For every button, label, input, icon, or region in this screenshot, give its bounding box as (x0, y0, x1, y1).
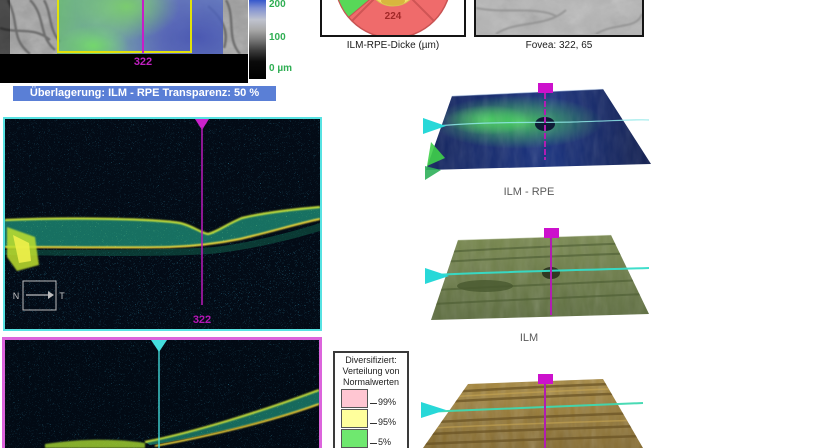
legend-label: 5% (378, 437, 392, 447)
slice-arrow-icon[interactable] (425, 268, 449, 284)
fovea-pit (535, 117, 555, 131)
etdrs-caption: ILM-RPE-Dicke (µm) (346, 40, 440, 51)
overlay-settings-banner[interactable]: Überlagerung: ILM - RPE Transparenz: 50 … (13, 86, 276, 101)
horizontal-slice-line (425, 119, 650, 128)
thickness-map-panel[interactable]: 322 (0, 0, 248, 83)
slice-handle[interactable] (544, 228, 559, 238)
scan-position-marker[interactable] (195, 119, 209, 305)
legend-tick (370, 403, 377, 404)
thickness-overlay (57, 0, 223, 54)
fovea-caption: Fovea: 322, 65 (525, 40, 593, 51)
legend-title-line1: Diversifiziert: (345, 355, 397, 365)
vertical-bscan-panel[interactable] (2, 337, 322, 448)
bscan-position-value: 322 (133, 56, 153, 68)
legend-entry: 99% (341, 388, 407, 408)
legend-title-line2: Verteilung von (342, 366, 400, 376)
bscan-position-line[interactable] (142, 0, 144, 53)
legend-swatch-pink (341, 389, 368, 408)
etdrs-sectors (337, 0, 449, 35)
ilm-rpe-surface-label: ILM - RPE (503, 186, 555, 198)
scan-region-outline (57, 0, 192, 53)
fovea-image[interactable] (474, 0, 644, 37)
legend-label: 99% (378, 397, 397, 407)
slice-arrow-icon[interactable] (423, 118, 446, 134)
legend-tick (370, 423, 377, 424)
thickness-color-scale (249, 0, 266, 79)
ilm-3d-surface[interactable] (425, 228, 680, 326)
orientation-indicator: N T (13, 280, 65, 311)
etdrs-inferior-value: 224 (385, 11, 402, 22)
legend-swatch-green (341, 429, 368, 448)
slice-handle[interactable] (538, 83, 553, 93)
bscan-position-label: 322 (193, 314, 211, 326)
etdrs-grid[interactable]: 224 (320, 0, 466, 37)
temporal-label: T (59, 291, 65, 301)
slice-handle[interactable] (538, 374, 553, 384)
scale-tick-200: 200 (269, 0, 286, 10)
ilm-surface-label: ILM (519, 332, 539, 344)
bscan-image (5, 340, 319, 448)
normative-legend: Diversifiziert: Verteilung von Normalwer… (333, 351, 409, 448)
scale-tick-100: 100 (269, 32, 286, 43)
horizontal-bscan-panel[interactable]: 322 N T (3, 117, 322, 331)
ilm-rpe-3d-surface[interactable] (423, 80, 685, 198)
scan-position-marker[interactable] (151, 340, 167, 448)
legend-swatch-yellow (341, 409, 368, 428)
legend-title-line3: Normalwerten (342, 377, 400, 387)
horizontal-slice-line (430, 267, 650, 276)
rpe-3d-surface[interactable] (421, 370, 676, 448)
legend-tick (370, 443, 377, 444)
nasal-label: N (13, 291, 20, 301)
horizontal-slice-line (422, 402, 644, 413)
legend-entry: 95% (341, 408, 407, 428)
legend-entry: 5% (341, 428, 407, 448)
bscan-image (5, 119, 320, 329)
legend-label: 95% (378, 417, 397, 427)
direction-arrow-icon (48, 291, 54, 299)
scale-tick-0: 0 µm (269, 63, 292, 74)
slice-arrow-icon[interactable] (421, 402, 446, 418)
